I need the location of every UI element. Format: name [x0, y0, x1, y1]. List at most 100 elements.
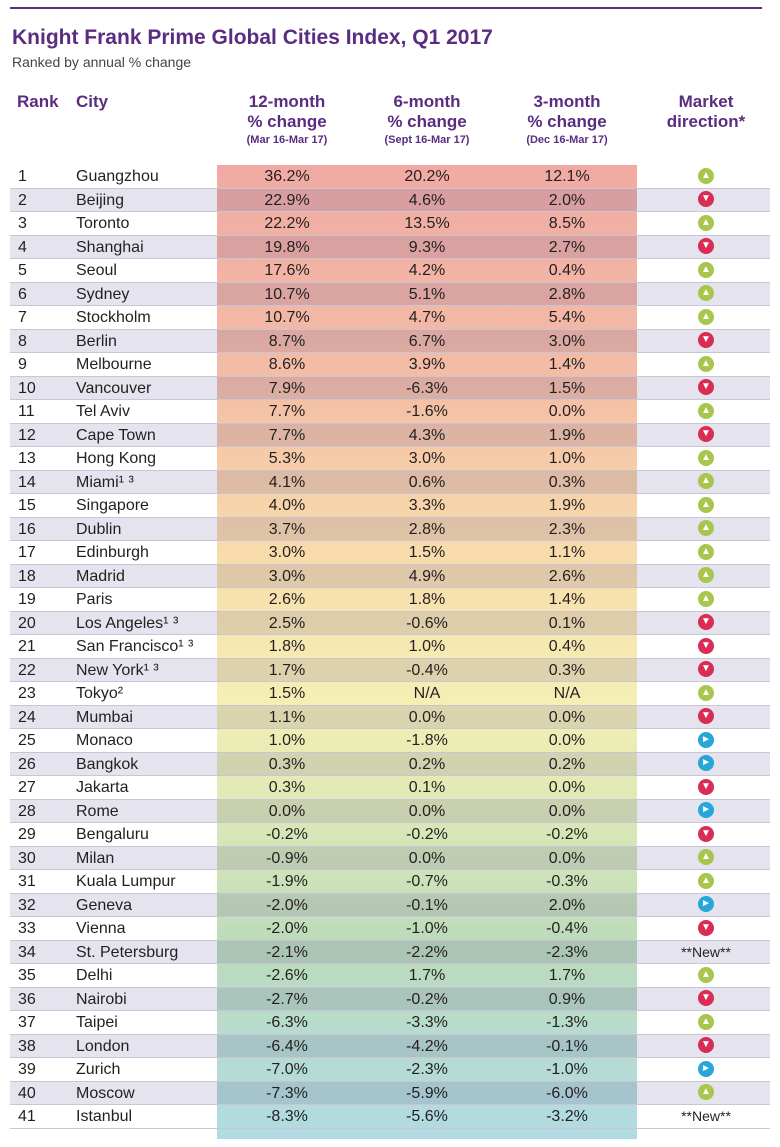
change-6-month-cell: -0.7%	[406, 873, 448, 890]
direction-up-icon: ▲	[698, 167, 714, 184]
change-6-month-cell: -0.2%	[406, 990, 448, 1008]
direction-up-icon: ▲	[698, 449, 714, 466]
market-direction-cell: ▲	[644, 847, 768, 870]
city-cell: Toronto	[76, 215, 130, 232]
change-3-month-cell: 0.0%	[548, 732, 586, 749]
table-row: 14 Miami¹ ³ 4.1% 0.6% 0.3% ▲	[10, 470, 770, 494]
market-direction-cell: ▼	[644, 776, 768, 799]
change-12-month-cell: 4.1%	[268, 473, 306, 491]
rank-cell: 4	[18, 238, 27, 256]
city-cell: Monaco	[76, 732, 133, 749]
rank-cell: 19	[18, 591, 36, 608]
direction-up-icon: ▲	[698, 473, 714, 490]
city-cell: Berlin	[76, 332, 117, 350]
change-6-month-cell: -1.6%	[406, 403, 448, 420]
table-row: 25 Monaco 1.0% -1.8% 0.0% ►	[10, 729, 770, 753]
direction-down-icon: ▼	[698, 778, 714, 795]
city-cell: Jakarta	[76, 779, 129, 796]
change-12-month-cell: -6.4%	[266, 1037, 308, 1055]
rank-cell: 38	[18, 1037, 36, 1055]
change-12-month-cell: -1.9%	[266, 873, 308, 890]
direction-up-icon: ▲	[698, 849, 714, 866]
change-6-month-cell: 0.2%	[408, 755, 446, 773]
change-12-month-cell: 0.3%	[268, 779, 306, 796]
change-12-month-cell: 1.0%	[268, 732, 306, 749]
market-direction-cell: ▼	[644, 236, 768, 259]
direction-up-icon: ▲	[698, 684, 714, 701]
market-direction-cell: ▲	[644, 283, 768, 306]
change-12-month-cell: 1.7%	[268, 661, 306, 679]
change-3-month-cell: 0.0%	[548, 802, 586, 820]
direction-up-icon: ▲	[698, 520, 714, 537]
change-12-month-cell: -2.7%	[266, 990, 308, 1008]
direction-flat-icon: ►	[698, 755, 714, 772]
change-3-month-cell: 1.4%	[548, 591, 586, 608]
change-12-month-cell: -8.3%	[266, 1108, 308, 1125]
market-direction-cell: ▲	[644, 400, 768, 423]
heatmap-background	[217, 165, 637, 1139]
change-12-month-cell: 7.7%	[268, 426, 306, 444]
rank-cell: 13	[18, 450, 36, 467]
market-direction-cell: ▲	[644, 518, 768, 541]
city-cell: London	[76, 1037, 130, 1055]
table-row: 15 Singapore 4.0% 3.3% 1.9% ▲	[10, 494, 770, 518]
table-row: 27 Jakarta 0.3% 0.1% 0.0% ▼	[10, 776, 770, 800]
change-6-month-cell: N/A	[413, 685, 441, 702]
change-6-month-cell: -1.0%	[406, 920, 448, 937]
new-entry-label: **New**	[681, 1108, 731, 1124]
table-row: 13 Hong Kong 5.3% 3.0% 1.0% ▲	[10, 447, 770, 471]
change-12-month-cell: -6.3%	[266, 1014, 308, 1031]
table-row: 4 Shanghai 19.8% 9.3% 2.7% ▼	[10, 235, 770, 259]
change-3-month-cell: 0.0%	[548, 779, 586, 796]
table-row: 28 Rome 0.0% 0.0% 0.0% ►	[10, 799, 770, 823]
city-cell: Geneva	[76, 896, 133, 914]
market-direction-cell: ►	[644, 729, 768, 752]
city-cell: Sydney	[76, 285, 130, 303]
page-subtitle: Ranked by annual % change	[12, 54, 192, 70]
market-direction-cell: ▲	[644, 964, 768, 987]
table-row: 23 Tokyo² 1.5% N/A N/A ▲	[10, 682, 770, 706]
market-direction-cell: ►	[644, 1058, 768, 1081]
table-row: 30 Milan -0.9% 0.0% 0.0% ▲	[10, 846, 770, 870]
change-12-month-cell: -7.0%	[266, 1061, 308, 1078]
header-12-month-period: (Mar 16-Mar 17)	[246, 134, 328, 146]
direction-up-icon: ▲	[698, 261, 714, 278]
market-direction-cell: ▼	[644, 424, 768, 447]
change-6-month-cell: 9.3%	[408, 238, 446, 256]
change-3-month-cell: 3.0%	[548, 332, 586, 350]
change-6-month-cell: 4.7%	[408, 309, 446, 326]
change-6-month-cell: 0.0%	[408, 708, 446, 726]
change-6-month-cell: 4.3%	[408, 426, 446, 444]
market-direction-cell: ▼	[644, 1035, 768, 1058]
direction-down-icon: ▼	[698, 661, 714, 678]
city-cell: Paris	[76, 591, 113, 608]
market-direction-cell: ▲	[644, 447, 768, 470]
change-6-month-cell: 3.0%	[408, 450, 446, 467]
market-direction-cell: ▲	[644, 494, 768, 517]
change-6-month-cell: 0.0%	[408, 849, 446, 867]
table-row: 11 Tel Aviv 7.7% -1.6% 0.0% ▲	[10, 400, 770, 424]
change-3-month-cell: 2.0%	[548, 896, 586, 914]
rank-cell: 2	[18, 191, 27, 209]
header-6-month-period: (Sept 16-Mar 17)	[384, 134, 470, 146]
city-cell: New York¹ ³	[76, 661, 159, 679]
table-row: 7 Stockholm 10.7% 4.7% 5.4% ▲	[10, 306, 770, 330]
change-3-month-cell: -0.3%	[546, 873, 588, 890]
city-cell: Tokyo²	[76, 685, 124, 702]
direction-flat-icon: ►	[698, 896, 714, 913]
table-row: 10 Vancouver 7.9% -6.3% 1.5% ▼	[10, 376, 770, 400]
new-entry-label: **New**	[681, 943, 731, 960]
change-6-month-cell: -4.2%	[406, 1037, 448, 1055]
rank-cell: 40	[18, 1084, 36, 1102]
change-3-month-cell: 1.9%	[548, 426, 586, 444]
market-direction-cell: ▲	[644, 1011, 768, 1034]
change-12-month-cell: -2.0%	[266, 920, 308, 937]
table-row: 18 Madrid 3.0% 4.9% 2.6% ▲	[10, 564, 770, 588]
table-row: 37 Taipei -6.3% -3.3% -1.3% ▲	[10, 1011, 770, 1035]
change-12-month-cell: 7.7%	[268, 403, 306, 420]
change-12-month-cell: 3.0%	[268, 567, 306, 585]
market-direction-cell: ▲	[644, 306, 768, 329]
rank-cell: 27	[18, 779, 36, 796]
change-6-month-cell: 0.1%	[408, 779, 446, 796]
change-12-month-cell: 22.2%	[264, 215, 310, 232]
